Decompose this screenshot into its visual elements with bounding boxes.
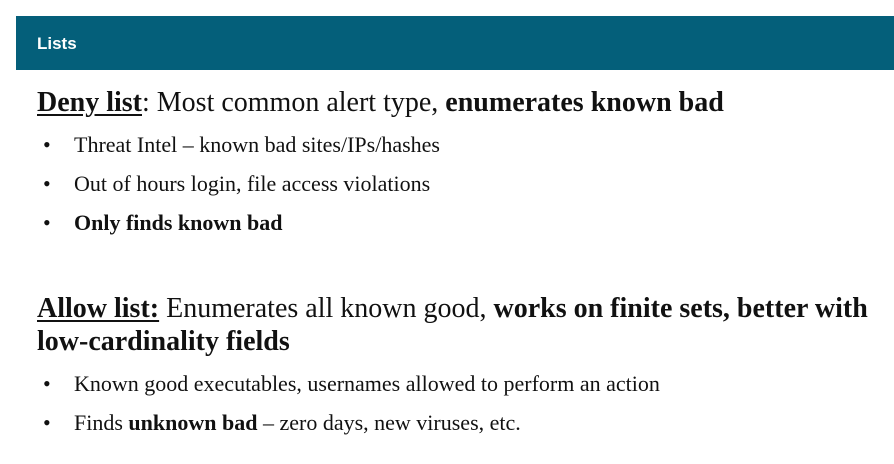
list-item: • Finds unknown bad – zero days, new viru… — [37, 410, 887, 436]
list-item: • Threat Intel – known bad sites/IPs/hash… — [37, 132, 887, 158]
deny-list-emphasis: enumerates known bad — [445, 87, 724, 118]
bullet-icon: • — [43, 132, 51, 157]
bullet-text: Out of hours login, file access violatio… — [74, 171, 431, 196]
list-item: • Out of hours login, file access violati… — [37, 171, 887, 197]
list-item: • Known good executables, usernames allow… — [37, 371, 887, 397]
allow-list-label: Allow list: — [37, 293, 160, 324]
allow-list-intro: Enumerates all known good, — [159, 293, 494, 324]
deny-list-label: Deny list — [37, 87, 142, 118]
deny-list-intro: Most common alert type, — [149, 87, 446, 118]
bullet-suffix: – zero days, new viruses, etc. — [257, 410, 521, 435]
allow-list-heading: Allow list: Enumerates all known good, w… — [37, 292, 887, 358]
allow-list-emphasis: works on finite sets, better with low-ca… — [37, 293, 868, 357]
list-item: • Only finds known bad — [37, 210, 887, 236]
bullet-icon: • — [43, 371, 51, 396]
bullet-text: Only finds known bad — [74, 210, 283, 235]
allow-list-section: Allow list: Enumerates all known good, w… — [37, 292, 887, 436]
deny-list-bullets: • Threat Intel – known bad sites/IPs/hash… — [37, 132, 887, 236]
bullet-prefix: Finds — [74, 410, 129, 435]
deny-list-colon: : — [142, 87, 150, 118]
deny-list-heading: Deny list: Most common alert type, enume… — [37, 86, 887, 119]
bullet-icon: • — [43, 410, 51, 435]
bullet-text: Known good executables, usernames allowe… — [74, 371, 660, 396]
deny-list-section: Deny list: Most common alert type, enume… — [37, 86, 887, 236]
bullet-bold: unknown bad — [128, 410, 258, 435]
bullet-text: Threat Intel – known bad sites/IPs/hashe… — [74, 132, 440, 157]
bullet-icon: • — [43, 210, 51, 235]
bullet-icon: • — [43, 171, 51, 196]
header-bar: Lists — [16, 16, 894, 70]
allow-list-bullets: • Known good executables, usernames allow… — [37, 371, 887, 436]
slide-title: Lists — [37, 34, 77, 53]
